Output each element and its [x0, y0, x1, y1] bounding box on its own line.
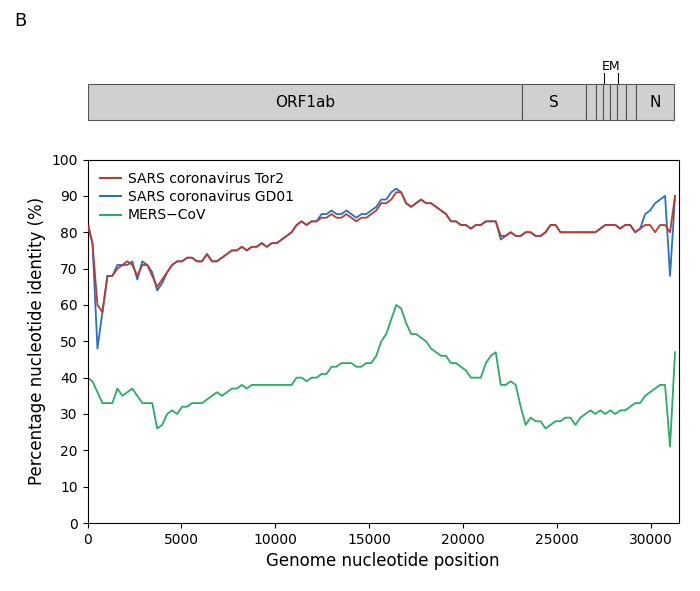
MERS−CoV [517, 403, 525, 410]
Bar [586, 84, 596, 120]
SARS coronavirus GD01 [272, 239, 281, 246]
SARS coronavirus Tor2 [596, 225, 605, 232]
Bar [603, 84, 610, 120]
X-axis label: Genome nucleotide position: Genome nucleotide position [267, 553, 500, 570]
SARS coronavirus Tor2 [208, 258, 216, 265]
SARS coronavirus GD01 [437, 207, 445, 214]
MERS−CoV [561, 414, 570, 421]
Text: B: B [14, 12, 27, 30]
SARS coronavirus Tor2 [566, 229, 575, 236]
SARS coronavirus GD01 [522, 229, 530, 236]
Text: S: S [550, 95, 559, 109]
SARS coronavirus GD01 [671, 192, 679, 199]
Text: ORF1ab: ORF1ab [275, 95, 335, 109]
Legend: SARS coronavirus Tor2, SARS coronavirus GD01, MERS−CoV: SARS coronavirus Tor2, SARS coronavirus … [94, 167, 300, 228]
SARS coronavirus Tor2 [392, 189, 400, 196]
Bar [596, 84, 603, 120]
Line: MERS−CoV: MERS−CoV [88, 305, 675, 447]
SARS coronavirus GD01 [566, 229, 575, 236]
MERS−CoV [432, 349, 440, 356]
Bar [626, 84, 636, 120]
SARS coronavirus GD01 [83, 218, 92, 225]
SARS coronavirus GD01 [596, 225, 605, 232]
SARS coronavirus Tor2 [671, 192, 679, 199]
Bar [617, 84, 626, 120]
MERS−CoV [591, 410, 599, 417]
Text: N: N [650, 95, 661, 109]
Bar [522, 84, 586, 120]
SARS coronavirus Tor2 [272, 239, 281, 246]
Y-axis label: Percentage nucleotide identity (%): Percentage nucleotide identity (%) [28, 197, 46, 485]
SARS coronavirus GD01 [93, 345, 102, 352]
SARS coronavirus Tor2 [98, 309, 106, 316]
MERS−CoV [666, 443, 674, 450]
MERS−CoV [83, 374, 92, 381]
Line: SARS coronavirus Tor2: SARS coronavirus Tor2 [88, 192, 675, 312]
Bar [88, 84, 522, 120]
MERS−CoV [267, 381, 276, 388]
MERS−CoV [392, 301, 400, 309]
SARS coronavirus Tor2 [437, 207, 445, 214]
Bar [610, 84, 617, 120]
MERS−CoV [203, 396, 211, 403]
Text: EM: EM [602, 60, 621, 73]
SARS coronavirus Tor2 [522, 229, 530, 236]
Bar [636, 84, 674, 120]
SARS coronavirus GD01 [208, 258, 216, 265]
SARS coronavirus Tor2 [83, 222, 92, 229]
SARS coronavirus GD01 [392, 185, 400, 192]
Line: SARS coronavirus GD01: SARS coronavirus GD01 [88, 189, 675, 349]
MERS−CoV [671, 349, 679, 356]
